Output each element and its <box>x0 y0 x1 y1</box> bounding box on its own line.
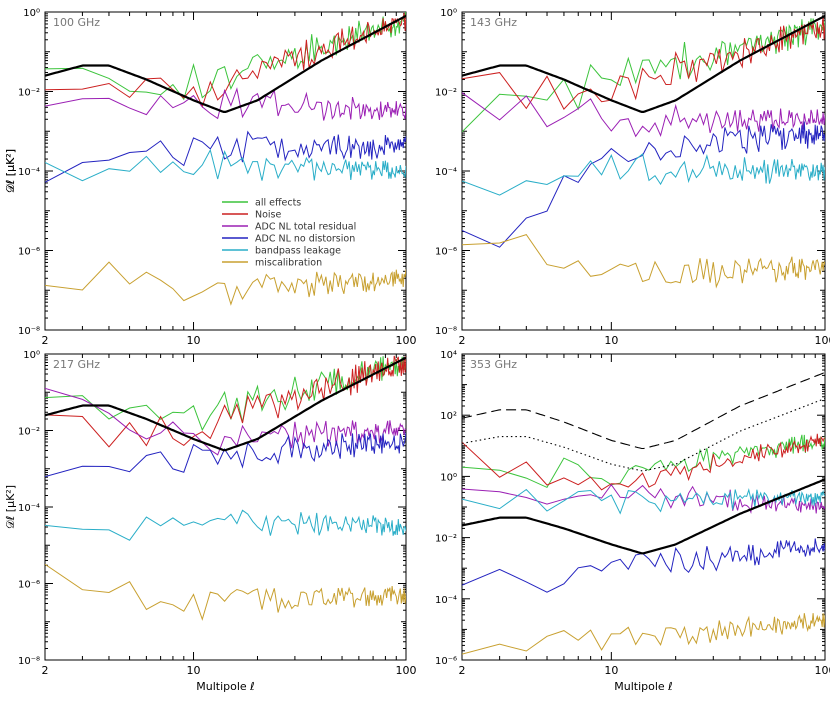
y-axis-ticks <box>45 353 406 661</box>
y-tick-label: 10⁰ <box>440 8 457 19</box>
series-line-adc-nl-total-residual <box>462 92 825 138</box>
y-tick-label: 10² <box>440 411 457 422</box>
x-tick-label: 10 <box>604 664 618 677</box>
series-line-miscalibration <box>462 234 825 289</box>
series-line-miscalibration <box>45 261 406 306</box>
y-tick-label: 10⁰ <box>23 350 40 361</box>
y-tick-label: 10⁻⁴ <box>435 595 457 606</box>
series-line-bandpass-leakage <box>45 148 406 182</box>
y-tick-label: 10⁻⁸ <box>435 326 457 337</box>
x-tick-label: 100 <box>396 664 417 677</box>
panel-title: 100 GHz <box>53 16 100 29</box>
y-tick-label: 10⁻⁶ <box>18 580 40 591</box>
panel-217-ghz: 2 10 100 10⁻⁸ 10⁻⁶ 10⁻⁴ 10⁻² 10⁰ 217 GHz Multipol… <box>4 350 417 693</box>
panels-layer: 2 10 100 10⁻⁸ 10⁻⁶ 10⁻⁴ 10⁻² 10⁰ 100 GHz 𝒟ℓ [μK²]… <box>4 8 830 693</box>
reference-curve-solid <box>45 14 406 114</box>
x-tick-label: 2 <box>459 664 466 677</box>
series-line-adc-nl-no-distorsion <box>462 121 825 248</box>
legend-label: miscalibration <box>255 258 322 269</box>
legend-label: Noise <box>255 210 282 221</box>
x-axis-ticks <box>44 12 407 330</box>
series-line-miscalibration <box>45 563 406 621</box>
y-tick-label: 10⁻² <box>435 534 457 545</box>
series-line-miscalibration <box>462 613 825 655</box>
y-tick-label: 10⁴ <box>440 350 457 361</box>
reference-curve-dashed <box>462 371 825 450</box>
y-tick-label: 10⁻⁶ <box>435 656 457 667</box>
y-tick-label: 10⁻² <box>18 88 40 99</box>
reference-curve-solid <box>462 478 825 555</box>
series-line-bandpass-leakage <box>462 488 825 515</box>
series-line-adc-nl-total-residual <box>462 483 825 515</box>
panel-353-ghz: 2 10 100 10⁻⁶ 10⁻⁴ 10⁻² 10⁰ 10² 10⁴ 353 GHz Multip… <box>435 350 830 693</box>
panel-100-ghz: 2 10 100 10⁻⁸ 10⁻⁶ 10⁻⁴ 10⁻² 10⁰ 100 GHz 𝒟ℓ [μK²] <box>4 8 417 347</box>
panel-title: 217 GHz <box>53 358 100 371</box>
x-tick-label: 100 <box>396 334 417 347</box>
series-line-adc-nl-total-residual <box>45 87 406 121</box>
legend-label: bandpass leakage <box>255 246 341 257</box>
x-axis-ticks <box>44 354 407 660</box>
x-tick-label: 10 <box>187 334 201 347</box>
legend-label: ADC NL total residual <box>255 222 356 233</box>
series-line-adc-nl-no-distorsion <box>45 432 406 478</box>
series-line-all-effects <box>45 12 406 101</box>
y-tick-label: 10⁻⁴ <box>18 503 40 514</box>
panel-title: 143 GHz <box>470 16 517 29</box>
legend-label: all effects <box>255 198 301 209</box>
y-tick-label: 10⁻⁶ <box>435 247 457 258</box>
legend-label: ADC NL no distorsion <box>255 234 355 245</box>
y-axis-label: 𝒟ℓ [μK²] <box>4 149 17 193</box>
x-axis-label: Multipole ℓ <box>614 680 672 693</box>
series-line-adc-nl-no-distorsion <box>462 538 825 593</box>
series-line-noise <box>462 15 825 110</box>
y-tick-label: 10⁻⁴ <box>18 167 40 178</box>
y-tick-label: 10⁻⁸ <box>18 326 40 337</box>
series-line-bandpass-leakage <box>45 509 406 541</box>
plot-area <box>462 14 825 289</box>
y-axis-ticks <box>462 11 825 331</box>
reference-curve-dotted <box>462 398 825 472</box>
series-line-adc-nl-no-distorsion <box>45 130 406 183</box>
y-tick-label: 10⁻⁸ <box>18 656 40 667</box>
x-tick-label: 10 <box>187 664 201 677</box>
y-tick-label: 10⁻⁶ <box>18 247 40 258</box>
plot-frame <box>44 353 407 661</box>
plot-area <box>45 355 406 621</box>
reference-curve-solid <box>45 356 406 452</box>
y-axis-label: 𝒟ℓ [μK²] <box>4 149 17 193</box>
y-tick-label: 10⁰ <box>23 8 40 19</box>
panel-title: 353 GHz <box>470 358 517 371</box>
plot-area <box>462 371 825 655</box>
x-tick-label: 100 <box>815 664 830 677</box>
y-tick-label: 10⁻² <box>18 427 40 438</box>
x-axis-label: Multipole ℓ <box>196 680 254 693</box>
x-tick-label: 2 <box>459 334 466 347</box>
x-tick-label: 100 <box>815 334 830 347</box>
series-line-all-effects <box>462 434 825 489</box>
x-tick-label: 10 <box>604 334 618 347</box>
series-line-bandpass-leakage <box>462 153 825 196</box>
series-line-adc-nl-total-residual <box>45 387 406 456</box>
y-tick-label: 10⁻⁴ <box>435 167 457 178</box>
y-tick-label: 10⁰ <box>440 472 457 483</box>
x-tick-label: 2 <box>42 664 49 677</box>
x-tick-label: 2 <box>42 334 49 347</box>
reference-curve-solid <box>462 14 825 114</box>
y-tick-label: 10⁻² <box>435 88 457 99</box>
plot-area <box>45 12 406 306</box>
panel-143-ghz: 2 10 100 10⁻⁸ 10⁻⁶ 10⁻⁴ 10⁻² 10⁰ 143 GHz 𝒟ℓ [μK²] <box>4 8 830 347</box>
series-line-noise <box>462 433 825 491</box>
y-axis-label: 𝒟ℓ [μK²] <box>4 485 17 529</box>
